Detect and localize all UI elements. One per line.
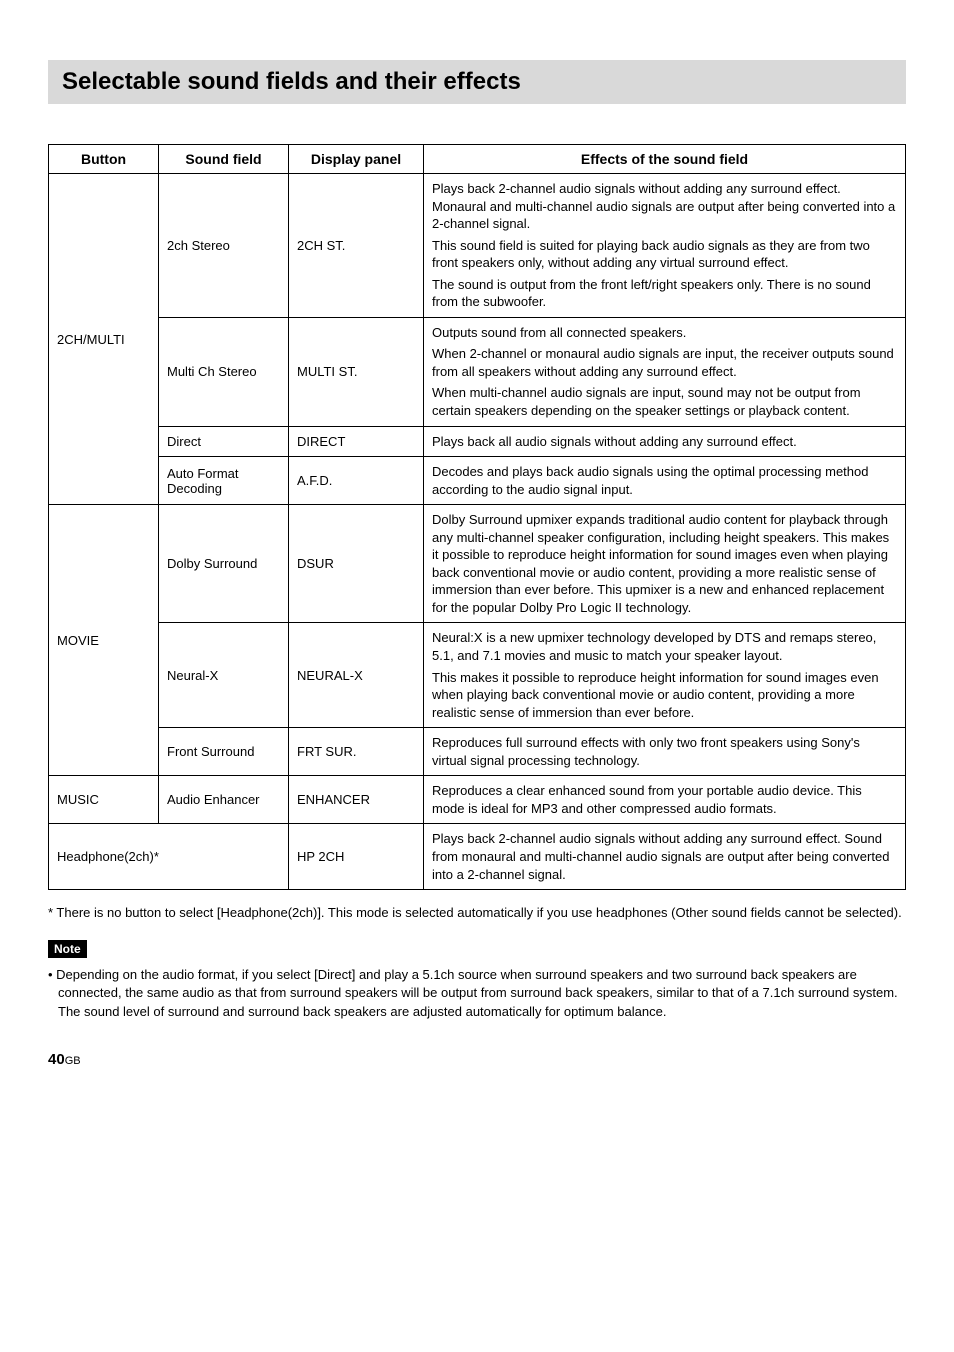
effects-paragraph: Reproduces full surround effects with on… (432, 734, 897, 769)
sound-field-cell: Audio Enhancer (159, 776, 289, 824)
table-row: MOVIEDolby SurroundDSURDolby Surround up… (49, 505, 906, 623)
table-row: 2CH/MULTI2ch Stereo2CH ST.Plays back 2-c… (49, 174, 906, 318)
header-button: Button (49, 145, 159, 174)
sound-field-cell: Direct (159, 426, 289, 457)
table-row: Headphone(2ch)*HP 2CHPlays back 2-channe… (49, 824, 906, 890)
page-number: 40GB (48, 1051, 906, 1068)
effects-paragraph: Neural:X is a new upmixer technology dev… (432, 629, 897, 664)
table-row: MUSICAudio EnhancerENHANCERReproduces a … (49, 776, 906, 824)
effects-paragraph: The sound is output from the front left/… (432, 276, 897, 311)
effects-paragraph: This sound field is suited for playing b… (432, 237, 897, 272)
display-panel-cell: NEURAL-X (289, 623, 424, 728)
footnote: * There is no button to select [Headphon… (48, 904, 906, 922)
header-sound-field: Sound field (159, 145, 289, 174)
display-panel-cell: A.F.D. (289, 457, 424, 505)
header-display-panel: Display panel (289, 145, 424, 174)
title-banner: Selectable sound fields and their effect… (48, 60, 906, 104)
sound-field-cell: Dolby Surround (159, 505, 289, 623)
table-row: Multi Ch StereoMULTI ST. Outputs sound fr… (49, 317, 906, 426)
sound-field-cell: Auto Format Decoding (159, 457, 289, 505)
effects-cell: Neural:X is a new upmixer technology dev… (424, 623, 906, 728)
effects-cell: Plays back 2-channel audio signals witho… (424, 174, 906, 318)
sound-field-cell: Multi Ch Stereo (159, 317, 289, 426)
effects-cell: Dolby Surround upmixer expands tradition… (424, 505, 906, 623)
table-header-row: Button Sound field Display panel Effects… (49, 145, 906, 174)
display-panel-cell: FRT SUR. (289, 728, 424, 776)
table-row: DirectDIRECT Plays back all audio signals… (49, 426, 906, 457)
button-cell: MUSIC (49, 776, 159, 824)
effects-paragraph: Plays back 2-channel audio signals witho… (432, 180, 897, 233)
header-effects: Effects of the sound field (424, 145, 906, 174)
display-panel-cell: DIRECT (289, 426, 424, 457)
button-cell: MOVIE (49, 505, 159, 776)
effects-cell: Plays back 2-channel audio signals witho… (424, 824, 906, 890)
page-suffix: GB (65, 1055, 81, 1067)
effects-paragraph: Plays back all audio signals without add… (432, 433, 897, 451)
display-panel-cell: HP 2CH (289, 824, 424, 890)
headphone-label-cell: Headphone(2ch)* (49, 824, 289, 890)
sound-fields-table: Button Sound field Display panel Effects… (48, 144, 906, 890)
effects-cell: Reproduces full surround effects with on… (424, 728, 906, 776)
effects-cell: Reproduces a clear enhanced sound from y… (424, 776, 906, 824)
effects-paragraph: Plays back 2-channel audio signals witho… (432, 830, 897, 883)
sound-field-cell: 2ch Stereo (159, 174, 289, 318)
table-row: Front SurroundFRT SUR.Reproduces full su… (49, 728, 906, 776)
effects-paragraph: When 2-channel or monaural audio signals… (432, 345, 897, 380)
effects-paragraph: This makes it possible to reproduce heig… (432, 669, 897, 722)
table-row: Neural-XNEURAL-XNeural:X is a new upmixe… (49, 623, 906, 728)
effects-paragraph: When multi-channel audio signals are inp… (432, 384, 897, 419)
display-panel-cell: ENHANCER (289, 776, 424, 824)
table-row: Auto Format DecodingA.F.D.Decodes and pl… (49, 457, 906, 505)
sound-field-cell: Neural-X (159, 623, 289, 728)
effects-paragraph: Outputs sound from all connected speaker… (432, 324, 897, 342)
button-cell: 2CH/MULTI (49, 174, 159, 505)
effects-paragraph: Dolby Surround upmixer expands tradition… (432, 511, 897, 616)
effects-cell: Decodes and plays back audio signals usi… (424, 457, 906, 505)
effects-cell: Plays back all audio signals without add… (424, 426, 906, 457)
effects-paragraph: Decodes and plays back audio signals usi… (432, 463, 897, 498)
display-panel-cell: MULTI ST. (289, 317, 424, 426)
effects-cell: Outputs sound from all connected speaker… (424, 317, 906, 426)
page-title: Selectable sound fields and their effect… (62, 68, 892, 96)
display-panel-cell: DSUR (289, 505, 424, 623)
page-number-value: 40 (48, 1051, 65, 1068)
effects-paragraph: Reproduces a clear enhanced sound from y… (432, 782, 897, 817)
note-badge: Note (48, 940, 87, 958)
note-text: • Depending on the audio format, if you … (48, 966, 906, 1021)
display-panel-cell: 2CH ST. (289, 174, 424, 318)
sound-field-cell: Front Surround (159, 728, 289, 776)
